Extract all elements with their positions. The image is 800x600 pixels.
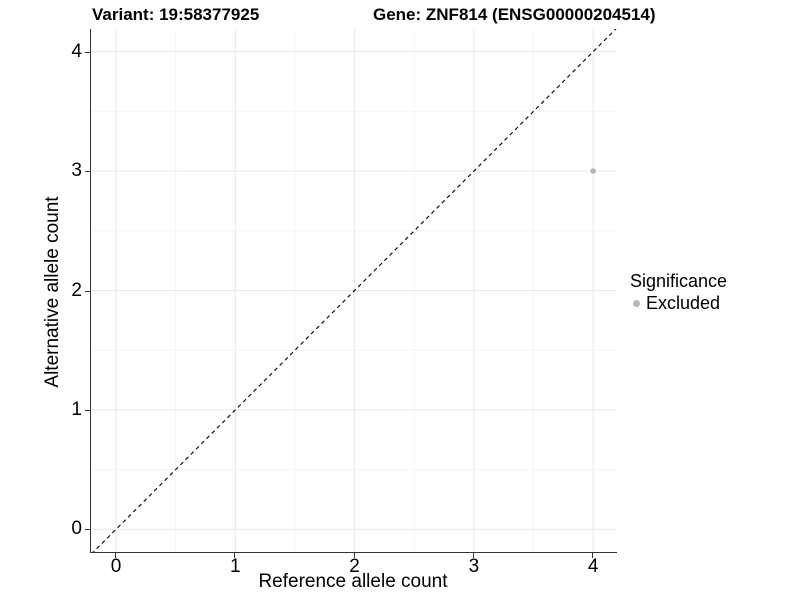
x-axis-title: Reference allele count (258, 571, 448, 592)
x-tick-mark (353, 553, 355, 558)
gene-title: Gene: ZNF814 (ENSG00000204514) (373, 5, 656, 24)
legend-item-label: Excluded (646, 293, 721, 313)
plot-panel (90, 29, 617, 553)
x-tick-label: 2 (349, 556, 360, 577)
y-tick-label: 0 (71, 518, 82, 540)
identity-line (92, 29, 617, 552)
legend-title: Significance (630, 271, 728, 291)
x-tick-mark (115, 553, 117, 558)
y-tick-label: 3 (71, 160, 82, 182)
y-tick-label: 4 (71, 40, 82, 62)
y-tick-mark (85, 290, 90, 292)
legend: Significance Excluded (630, 271, 727, 314)
x-tick-label: 0 (110, 556, 122, 577)
y-tick-label: 1 (71, 398, 82, 420)
x-tick-label: 1 (230, 556, 241, 577)
plot-canvas (91, 29, 617, 552)
x-tick-mark (472, 553, 474, 558)
x-tick-label: 4 (587, 556, 599, 577)
x-tick-label: 3 (468, 556, 480, 577)
legend-item-excluded: Excluded (630, 293, 727, 314)
y-tick-mark (85, 409, 90, 411)
excluded-point-icon (633, 300, 640, 307)
variant-title: Variant: 19:58377925 (92, 5, 260, 24)
y-tick-mark (85, 529, 90, 531)
y-tick-mark (85, 51, 90, 53)
y-tick-mark (85, 171, 90, 173)
x-tick-mark (592, 553, 594, 558)
data-point (590, 168, 596, 174)
x-tick-mark (234, 553, 236, 558)
y-tick-label: 2 (71, 279, 82, 301)
